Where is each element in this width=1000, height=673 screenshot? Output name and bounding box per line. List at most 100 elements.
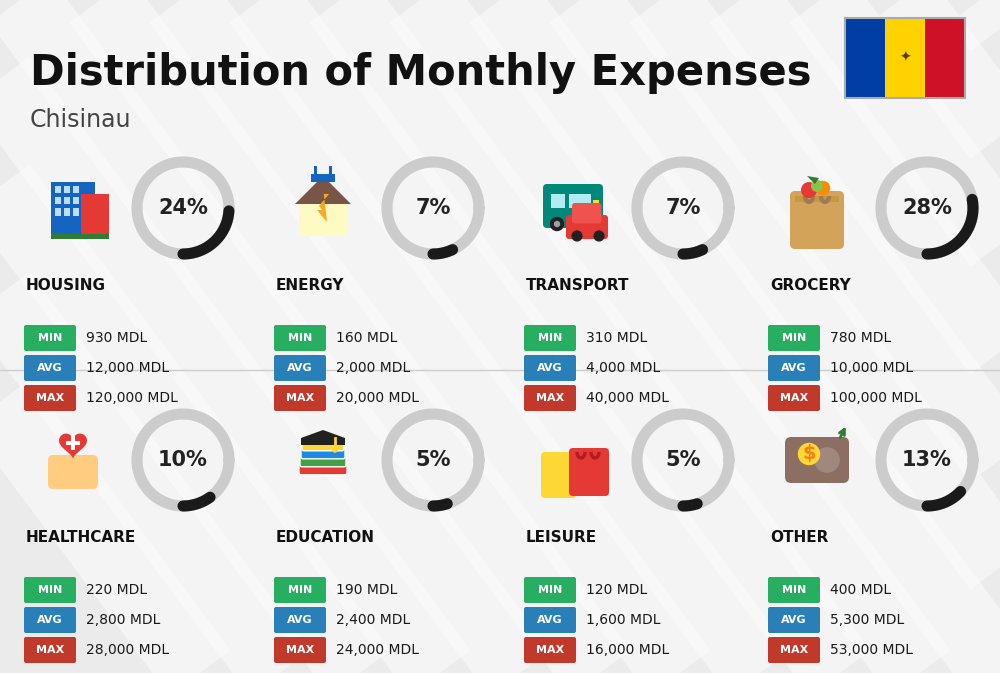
- Circle shape: [554, 221, 560, 227]
- Text: MAX: MAX: [36, 645, 64, 655]
- Bar: [55, 186, 61, 193]
- Text: ✦: ✦: [899, 51, 911, 65]
- Text: MAX: MAX: [536, 645, 564, 655]
- Text: MIN: MIN: [782, 333, 806, 343]
- Text: 5%: 5%: [415, 450, 451, 470]
- FancyBboxPatch shape: [24, 325, 76, 351]
- Text: MAX: MAX: [36, 393, 64, 403]
- Bar: [71, 436, 75, 450]
- Text: 12,000 MDL: 12,000 MDL: [86, 361, 169, 375]
- FancyBboxPatch shape: [768, 577, 820, 603]
- Bar: [795, 196, 839, 202]
- Text: MIN: MIN: [38, 585, 62, 595]
- Text: 20,000 MDL: 20,000 MDL: [336, 391, 419, 405]
- Bar: [51, 234, 109, 239]
- Bar: [64, 209, 70, 215]
- Text: 13%: 13%: [902, 450, 952, 470]
- Text: MIN: MIN: [782, 585, 806, 595]
- Circle shape: [811, 180, 823, 192]
- FancyBboxPatch shape: [768, 325, 820, 351]
- Text: 7%: 7%: [665, 198, 701, 218]
- Text: 100,000 MDL: 100,000 MDL: [830, 391, 922, 405]
- Text: Chisinau: Chisinau: [30, 108, 132, 132]
- Circle shape: [571, 230, 583, 242]
- FancyBboxPatch shape: [524, 607, 576, 633]
- Circle shape: [550, 217, 564, 232]
- FancyBboxPatch shape: [790, 191, 844, 249]
- Text: MIN: MIN: [538, 333, 562, 343]
- FancyBboxPatch shape: [299, 462, 347, 474]
- Text: 10,000 MDL: 10,000 MDL: [830, 361, 913, 375]
- FancyBboxPatch shape: [300, 454, 346, 467]
- Text: 400 MDL: 400 MDL: [830, 583, 891, 597]
- Bar: [66, 441, 80, 446]
- FancyBboxPatch shape: [524, 637, 576, 663]
- FancyBboxPatch shape: [301, 446, 345, 459]
- Bar: [55, 209, 61, 215]
- Text: AVG: AVG: [37, 363, 63, 373]
- Text: 2,800 MDL: 2,800 MDL: [86, 613, 160, 627]
- Bar: [551, 194, 565, 208]
- Bar: [64, 186, 70, 193]
- FancyBboxPatch shape: [24, 577, 76, 603]
- Bar: [51, 182, 95, 234]
- Polygon shape: [317, 194, 329, 222]
- Text: 2,000 MDL: 2,000 MDL: [336, 361, 410, 375]
- FancyBboxPatch shape: [566, 215, 608, 239]
- Text: 160 MDL: 160 MDL: [336, 331, 397, 345]
- Text: Distribution of Monthly Expenses: Distribution of Monthly Expenses: [30, 52, 812, 94]
- Circle shape: [816, 181, 830, 195]
- Bar: [73, 186, 79, 193]
- FancyBboxPatch shape: [274, 355, 326, 381]
- FancyBboxPatch shape: [768, 385, 820, 411]
- Text: 24,000 MDL: 24,000 MDL: [336, 643, 419, 657]
- Circle shape: [582, 217, 596, 232]
- FancyBboxPatch shape: [768, 607, 820, 633]
- FancyBboxPatch shape: [274, 607, 326, 633]
- Polygon shape: [59, 433, 87, 459]
- Text: MAX: MAX: [286, 393, 314, 403]
- Polygon shape: [295, 176, 351, 204]
- Text: TRANSPORT: TRANSPORT: [526, 278, 630, 293]
- Bar: [299, 204, 347, 236]
- Text: 1,600 MDL: 1,600 MDL: [586, 613, 660, 627]
- Text: AVG: AVG: [537, 363, 563, 373]
- Circle shape: [586, 221, 592, 227]
- Text: 310 MDL: 310 MDL: [586, 331, 647, 345]
- Bar: [55, 197, 61, 205]
- FancyBboxPatch shape: [524, 325, 576, 351]
- Text: MAX: MAX: [780, 645, 808, 655]
- FancyBboxPatch shape: [543, 184, 603, 228]
- Text: 220 MDL: 220 MDL: [86, 583, 147, 597]
- Polygon shape: [807, 176, 819, 184]
- Circle shape: [798, 443, 820, 465]
- Text: AVG: AVG: [537, 615, 563, 625]
- Text: AVG: AVG: [287, 615, 313, 625]
- Bar: [925, 18, 965, 98]
- FancyBboxPatch shape: [274, 325, 326, 351]
- Text: MIN: MIN: [538, 585, 562, 595]
- Text: LEISURE: LEISURE: [526, 530, 597, 545]
- Bar: [845, 18, 965, 98]
- Bar: [73, 197, 79, 205]
- Text: AVG: AVG: [781, 363, 807, 373]
- Text: ENERGY: ENERGY: [276, 278, 344, 293]
- FancyBboxPatch shape: [524, 385, 576, 411]
- Text: 780 MDL: 780 MDL: [830, 331, 891, 345]
- FancyBboxPatch shape: [768, 355, 820, 381]
- Text: 40,000 MDL: 40,000 MDL: [586, 391, 669, 405]
- Bar: [301, 438, 345, 446]
- Polygon shape: [301, 430, 345, 438]
- Text: 7%: 7%: [415, 198, 451, 218]
- Text: 120 MDL: 120 MDL: [586, 583, 647, 597]
- Text: 930 MDL: 930 MDL: [86, 331, 147, 345]
- Text: 53,000 MDL: 53,000 MDL: [830, 643, 913, 657]
- Bar: [329, 166, 332, 176]
- Bar: [81, 194, 109, 234]
- FancyBboxPatch shape: [541, 452, 576, 498]
- Circle shape: [593, 230, 605, 242]
- Text: AVG: AVG: [37, 615, 63, 625]
- FancyBboxPatch shape: [274, 385, 326, 411]
- FancyBboxPatch shape: [785, 437, 849, 483]
- Text: GROCERY: GROCERY: [770, 278, 851, 293]
